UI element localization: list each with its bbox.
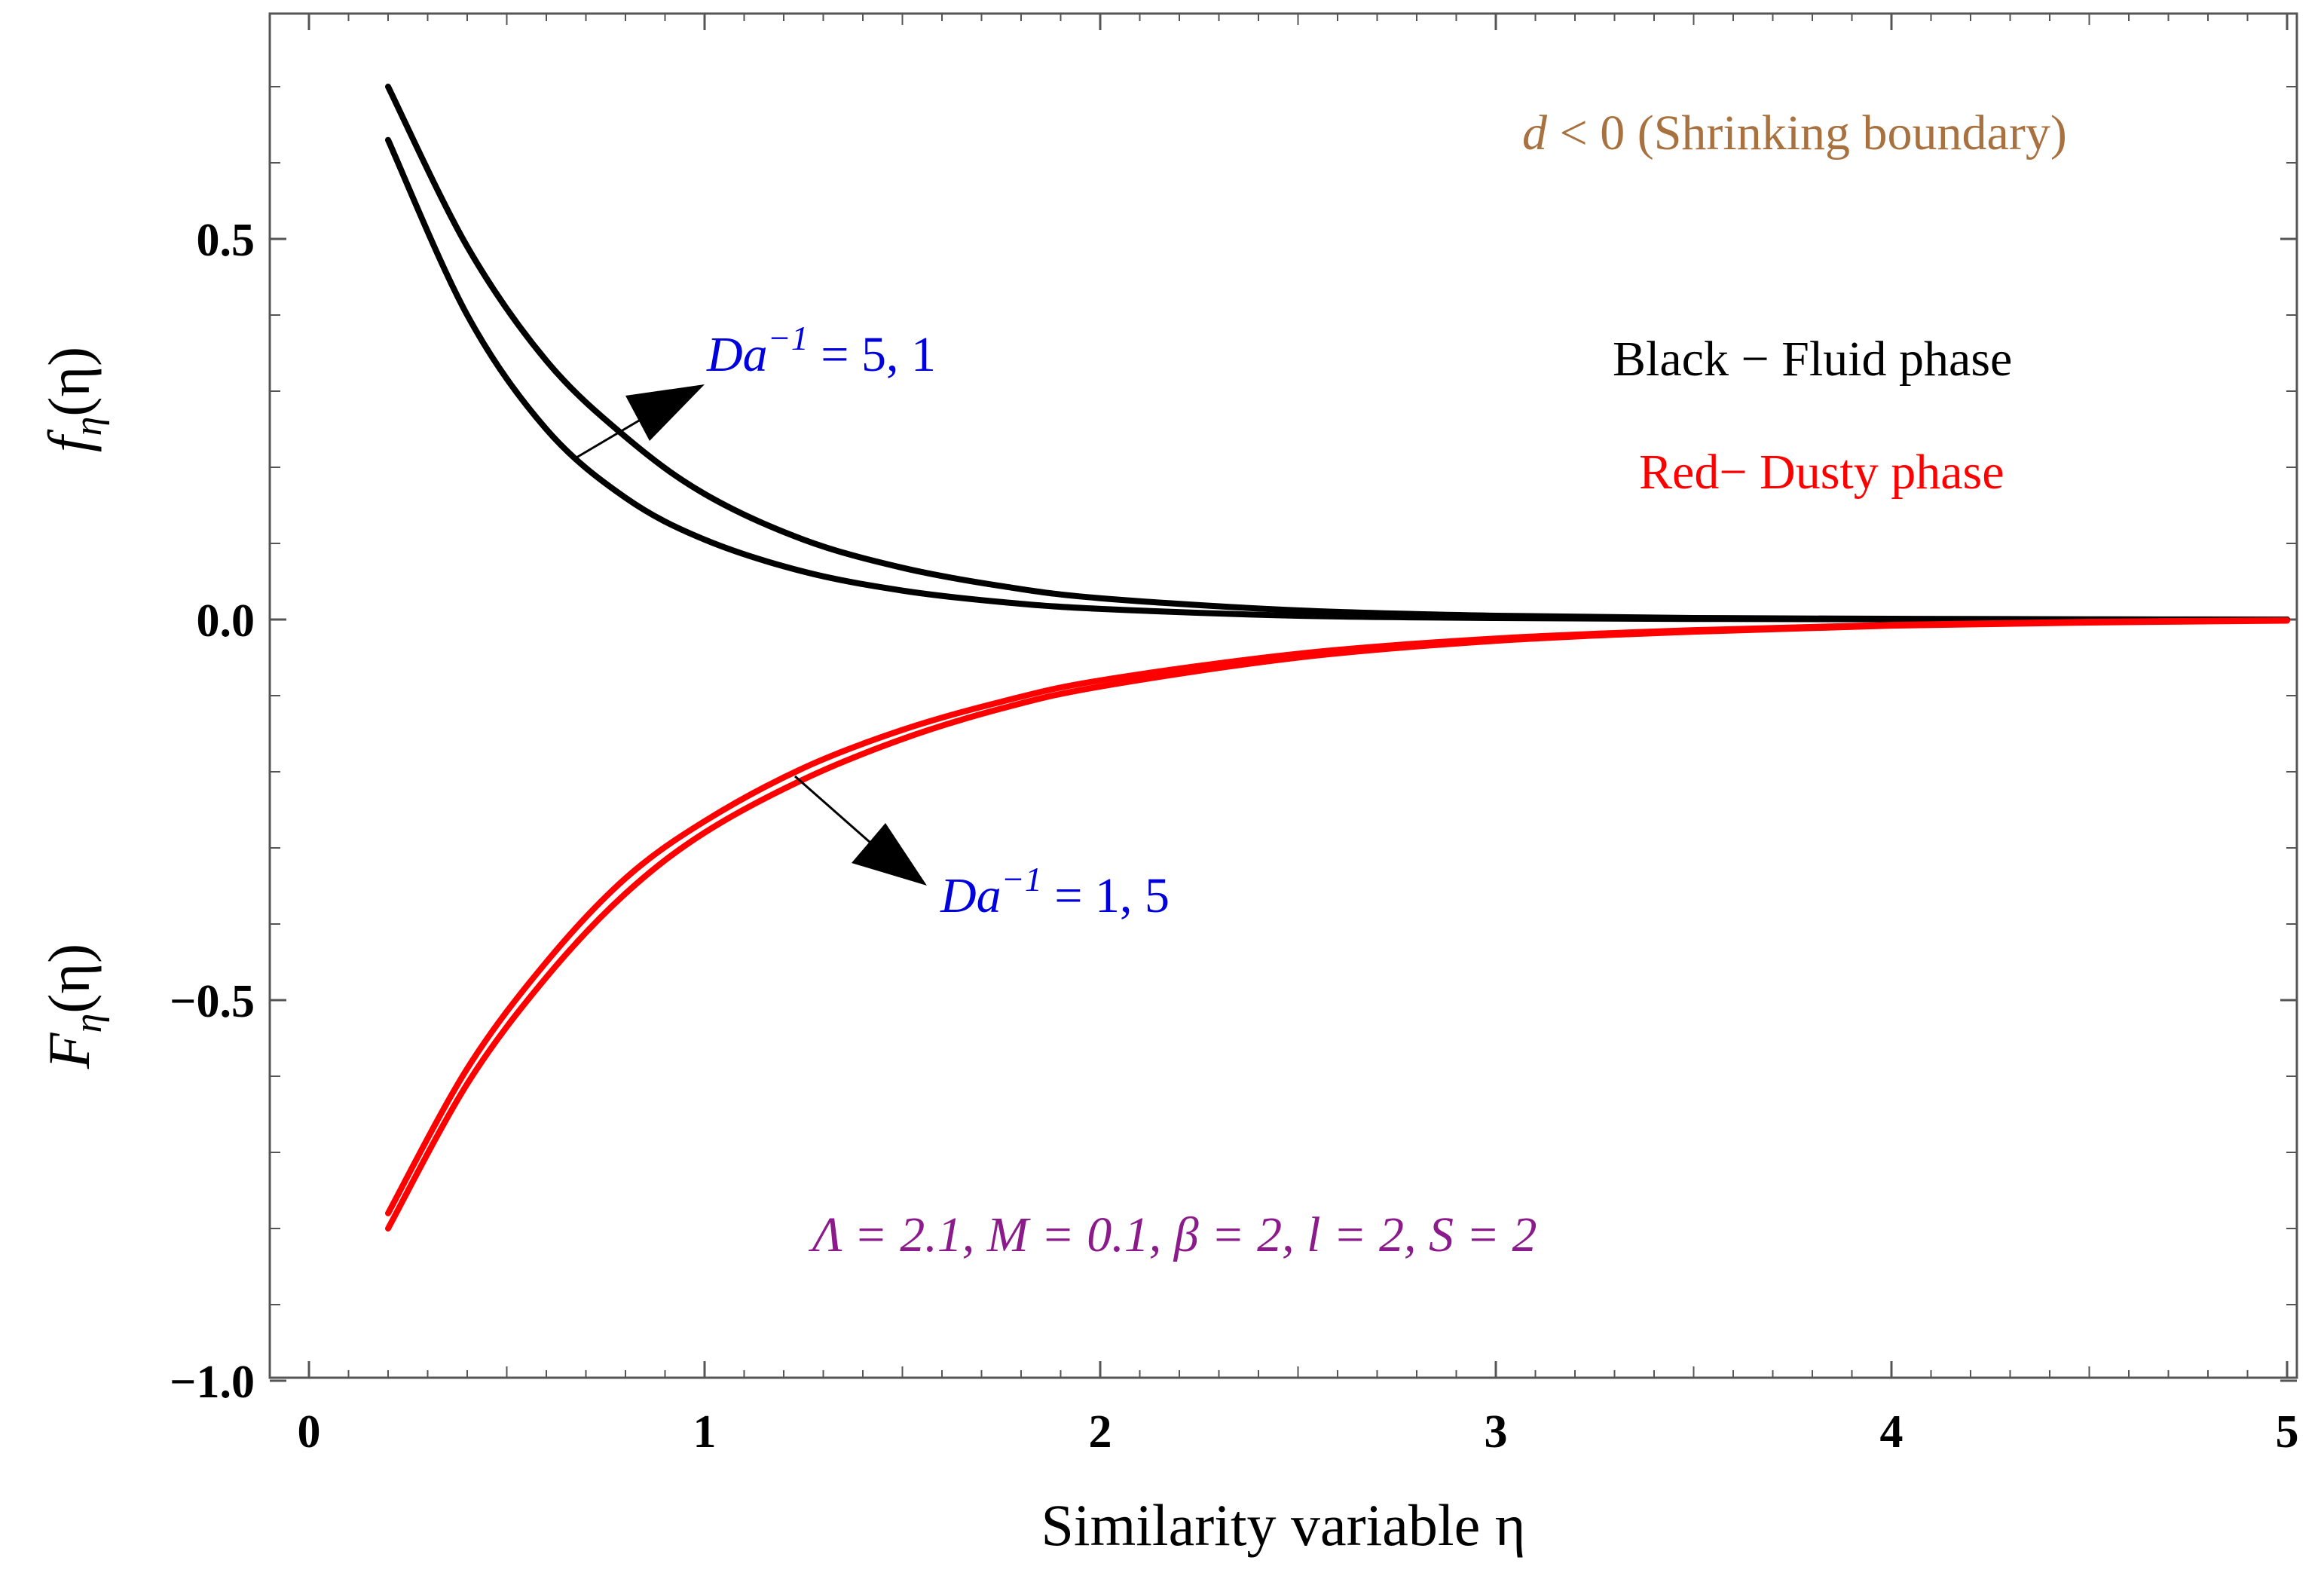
x-tick-label: 0 xyxy=(298,1406,321,1458)
x-tick-label: 2 xyxy=(1089,1406,1112,1458)
dusty-arrow-shaft xyxy=(794,775,871,844)
dusty-arrow-head xyxy=(852,823,927,886)
minor-ticks xyxy=(270,14,2297,1378)
x-tick-label: 4 xyxy=(1880,1406,1904,1458)
dusty-arrow-label: Da−1 = 1, 5 xyxy=(940,860,1170,923)
y-axis-title-top: fη(η) xyxy=(36,347,110,452)
x-tick-labels: 0 1 2 3 4 5 xyxy=(298,1406,2299,1458)
series-lines xyxy=(385,84,2290,1232)
x-tick-label: 5 xyxy=(2276,1406,2299,1458)
y-tick-label: −1.0 xyxy=(170,1357,255,1408)
series-line xyxy=(385,617,2290,1232)
series-line xyxy=(385,136,2290,623)
y-axis-title-bottom: Fη(η) xyxy=(36,944,110,1069)
fluid-phase-legend: Black − Fluid phase xyxy=(1613,332,2012,387)
shrinking-boundary-label: d < 0 (Shrinking boundary) xyxy=(1522,106,2067,161)
dusty-phase-legend: Red− Dusty phase xyxy=(1639,445,2004,500)
y-tick-label: 0.0 xyxy=(197,595,255,647)
fluid-arrow-head xyxy=(625,384,705,441)
y-tick-label: 0.5 xyxy=(197,215,255,266)
y-tick-labels: 0.5 0.0 −0.5 −1.0 xyxy=(170,215,255,1408)
major-ticks xyxy=(270,14,2297,1382)
y-tick-label: −0.5 xyxy=(170,976,255,1027)
series-line xyxy=(385,617,2290,1216)
parameters-label: Λ = 2.1, M = 0.1, β = 2, l = 2, S = 2 xyxy=(808,1207,1537,1262)
x-tick-label: 1 xyxy=(693,1406,717,1458)
x-tick-label: 3 xyxy=(1485,1406,1508,1458)
fluid-arrow-label: Da−1 = 5, 1 xyxy=(706,319,936,382)
x-axis-title: Similarity variable η xyxy=(1041,1492,1526,1558)
plot-frame xyxy=(268,12,2298,1379)
